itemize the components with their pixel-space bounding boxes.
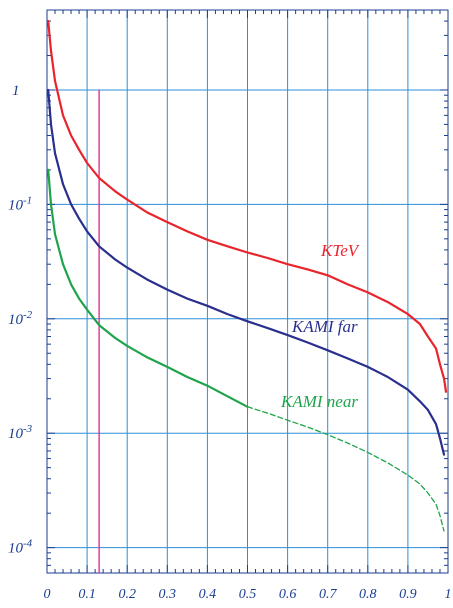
series-line-ktev	[47, 20, 448, 393]
series-label-kami-far: KAMI far	[291, 317, 358, 336]
x-tick-label: 0.7	[319, 587, 338, 602]
x-tick-label: 0.5	[239, 587, 257, 602]
x-tick-label: 0.2	[118, 587, 136, 602]
x-tick-label: 0.1	[78, 587, 96, 602]
x-tick-label: 0.6	[279, 587, 297, 602]
y-tick-labels: 1 10-1 10-2 10-3 10-4	[8, 83, 33, 557]
series-label-kami-near: KAMI near	[280, 392, 358, 411]
x-tick-labels: 0 0.1 0.2 0.3 0.4 0.5 0.6 0.7 0.8 0.9 1	[44, 587, 452, 602]
x-tick-label: 0	[44, 587, 51, 602]
x-tick-label: 0.9	[399, 587, 417, 602]
series-line-kami-near	[47, 168, 249, 408]
y-tick-label: 10-1	[8, 194, 32, 213]
y-tick-label: 1	[12, 83, 20, 99]
y-tick-label: 10-3	[8, 423, 33, 442]
y-tick-label: 10-4	[8, 538, 33, 557]
x-tick-label: 0.8	[359, 587, 377, 602]
series-line-kami-far	[47, 88, 446, 456]
series-line-kami-near-dashed	[246, 406, 445, 532]
grid	[47, 10, 448, 573]
series-label-ktev: KTeV	[320, 241, 361, 260]
x-tick-label: 0.3	[159, 587, 177, 602]
x-tick-label: 0.4	[199, 587, 217, 602]
series-lines	[47, 20, 448, 532]
x-tick-label: 1	[445, 587, 452, 602]
y-tick-label: 10-2	[8, 309, 33, 328]
